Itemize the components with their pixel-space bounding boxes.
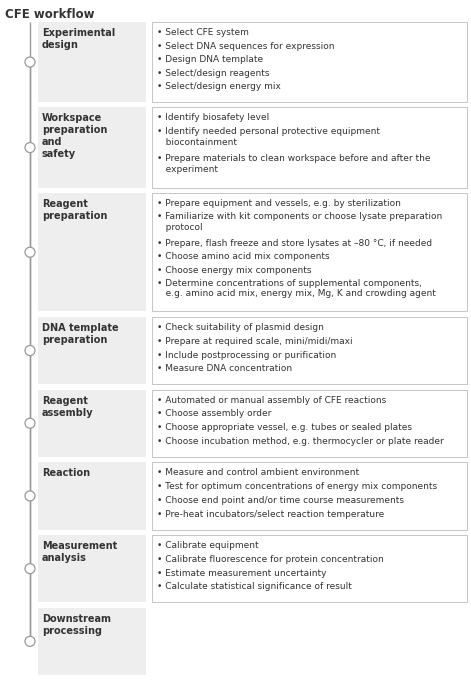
- Text: • Check suitability of plasmid design: • Check suitability of plasmid design: [157, 323, 324, 332]
- Text: Reagent
preparation: Reagent preparation: [42, 199, 107, 221]
- Bar: [38, 462, 146, 530]
- Text: Workspace
preparation
and
safety: Workspace preparation and safety: [42, 114, 107, 160]
- Text: • Familiarize with kit components or choose lysate preparation
   protocol: • Familiarize with kit components or cho…: [157, 212, 442, 232]
- Bar: [38, 22, 146, 102]
- Text: • Select/design reagents: • Select/design reagents: [157, 69, 269, 78]
- Text: • Prepare, flash freeze and store lysates at –80 °C, if needed: • Prepare, flash freeze and store lysate…: [157, 239, 432, 248]
- Text: • Measure DNA concentration: • Measure DNA concentration: [157, 364, 292, 373]
- Bar: [152, 462, 467, 530]
- Text: • Design DNA template: • Design DNA template: [157, 55, 263, 64]
- Bar: [38, 193, 146, 312]
- Text: • Identify needed personal protective equipment
   biocontainment: • Identify needed personal protective eq…: [157, 127, 380, 147]
- Circle shape: [25, 636, 35, 647]
- Text: • Select/design energy mix: • Select/design energy mix: [157, 82, 281, 92]
- Bar: [152, 390, 467, 457]
- Text: • Select DNA sequences for expression: • Select DNA sequences for expression: [157, 42, 334, 51]
- Text: • Select CFE system: • Select CFE system: [157, 28, 249, 37]
- Text: • Measure and control ambient environment: • Measure and control ambient environmen…: [157, 469, 359, 477]
- Bar: [152, 193, 467, 312]
- Text: • Calculate statistical significance of result: • Calculate statistical significance of …: [157, 582, 352, 591]
- Text: Downstream
processing: Downstream processing: [42, 614, 111, 636]
- Text: DNA template
preparation: DNA template preparation: [42, 323, 119, 345]
- Text: • Choose appropriate vessel, e.g. tubes or sealed plates: • Choose appropriate vessel, e.g. tubes …: [157, 423, 412, 432]
- Text: • Calibrate equipment: • Calibrate equipment: [157, 541, 259, 550]
- Circle shape: [25, 247, 35, 258]
- Bar: [38, 390, 146, 457]
- Circle shape: [25, 57, 35, 67]
- Text: • Prepare materials to clean workspace before and after the
   experiment: • Prepare materials to clean workspace b…: [157, 154, 430, 174]
- Text: • Include postprocessing or purification: • Include postprocessing or purification: [157, 351, 336, 360]
- Text: • Prepare equipment and vessels, e.g. by sterilization: • Prepare equipment and vessels, e.g. by…: [157, 199, 401, 208]
- Text: • Calibrate fluorescence for protein concentration: • Calibrate fluorescence for protein con…: [157, 555, 384, 564]
- Circle shape: [25, 419, 35, 428]
- Bar: [38, 608, 146, 675]
- Bar: [152, 22, 467, 102]
- Text: • Choose amino acid mix components: • Choose amino acid mix components: [157, 252, 330, 261]
- Bar: [38, 535, 146, 602]
- Text: • Pre-heat incubators/select reaction temperature: • Pre-heat incubators/select reaction te…: [157, 510, 384, 519]
- Text: Measurement
analysis: Measurement analysis: [42, 541, 117, 563]
- Text: • Choose assembly order: • Choose assembly order: [157, 410, 271, 419]
- Text: Experimental
design: Experimental design: [42, 28, 115, 50]
- Text: • Estimate measurement uncertainty: • Estimate measurement uncertainty: [157, 569, 326, 577]
- Bar: [152, 535, 467, 602]
- Text: • Choose end point and/or time course measurements: • Choose end point and/or time course me…: [157, 496, 404, 505]
- Circle shape: [25, 564, 35, 573]
- Text: Reaction: Reaction: [42, 469, 90, 478]
- Text: • Choose incubation method, e.g. thermocycler or plate reader: • Choose incubation method, e.g. thermoc…: [157, 437, 444, 446]
- Circle shape: [25, 491, 35, 501]
- Text: • Automated or manual assembly of CFE reactions: • Automated or manual assembly of CFE re…: [157, 395, 386, 405]
- Bar: [38, 317, 146, 384]
- Text: • Prepare at required scale, mini/midi/maxi: • Prepare at required scale, mini/midi/m…: [157, 337, 353, 346]
- Bar: [152, 108, 467, 188]
- Text: • Test for optimum concentrations of energy mix components: • Test for optimum concentrations of ene…: [157, 482, 437, 491]
- Bar: [152, 317, 467, 384]
- Bar: [38, 108, 146, 188]
- Text: • Determine concentrations of supplemental components,
   e.g. amino acid mix, e: • Determine concentrations of supplement…: [157, 279, 436, 298]
- Circle shape: [25, 142, 35, 153]
- Text: • Identify biosafety level: • Identify biosafety level: [157, 114, 269, 123]
- Text: Reagent
assembly: Reagent assembly: [42, 395, 94, 418]
- Text: • Choose energy mix components: • Choose energy mix components: [157, 266, 311, 275]
- Text: CFE workflow: CFE workflow: [5, 8, 95, 21]
- Circle shape: [25, 345, 35, 356]
